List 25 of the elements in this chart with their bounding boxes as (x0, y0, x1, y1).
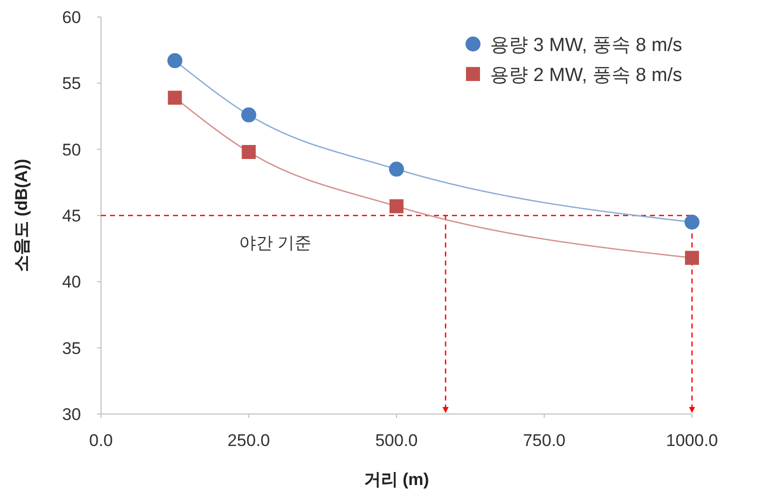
y-tick-label: 55 (62, 74, 81, 94)
y-tick-label: 50 (62, 140, 81, 160)
y-tick-label: 30 (62, 405, 81, 424)
y-axis-title: 소음도 (dB(A)) (12, 158, 31, 272)
x-tick-label: 500.0 (375, 431, 418, 450)
point (242, 144, 256, 159)
y-tick-label: 35 (62, 338, 81, 358)
point (389, 162, 404, 177)
x-tick-label: 750.0 (522, 431, 566, 450)
legend-label: 용량 3 MW, 풍속 8 m/s (490, 35, 682, 56)
point (685, 250, 699, 265)
x-tick-label: 1000.0 (666, 431, 718, 450)
point (390, 199, 404, 214)
point (167, 53, 182, 68)
point (168, 90, 182, 105)
x-axis-title: 거리 (m) (364, 470, 430, 489)
ref-line-label: 야간 기준 (238, 234, 312, 252)
x-tick-label: 250.0 (227, 431, 270, 450)
point (241, 107, 256, 122)
y-tick-label: 40 (62, 272, 81, 292)
y-tick-label: 45 (62, 206, 81, 226)
x-tick-label: 0.0 (89, 431, 113, 450)
legend-label: 용량 2 MW, 풍속 8 m/s (490, 65, 682, 86)
y-tick-label: 60 (62, 8, 81, 27)
point (684, 214, 700, 230)
